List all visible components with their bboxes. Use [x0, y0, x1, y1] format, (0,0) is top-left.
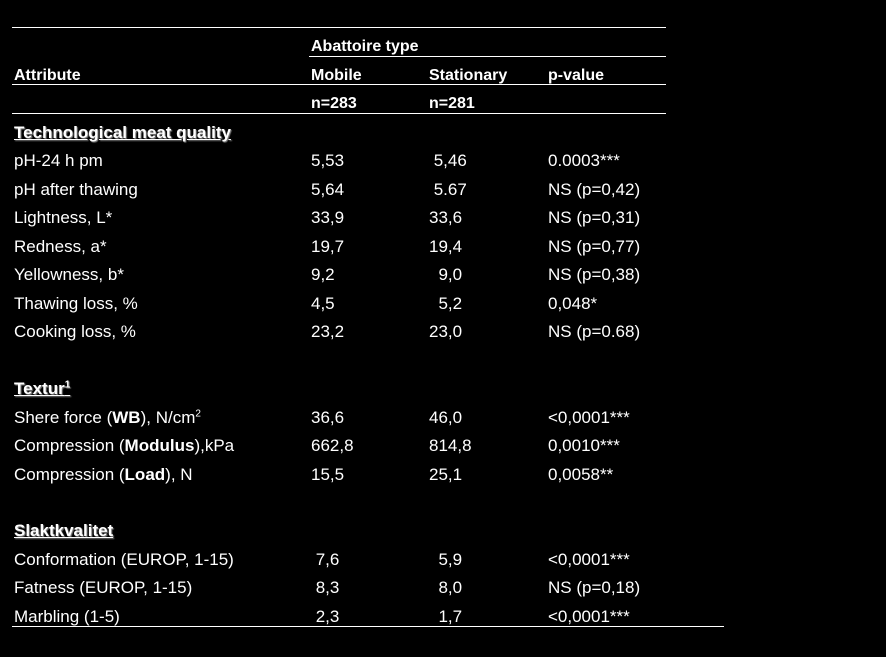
row-pvalue: NS (p=0,77): [548, 237, 641, 256]
n-mobile: n=283: [311, 95, 357, 112]
row-mobile: 5,64: [311, 180, 345, 199]
row-pvalue: NS (p=0.68): [548, 322, 641, 341]
row-pvalue: <0,0001***: [548, 550, 630, 569]
row-stationary: 5.67: [429, 180, 467, 199]
row-attribute: Yellowness, b*: [14, 265, 124, 284]
row-stationary: 9,0: [429, 265, 463, 284]
n-stationary: n=281: [429, 95, 475, 112]
row-attribute: Lightness, L*: [14, 208, 113, 227]
row-attribute: Conformation (EUROP, 1-15): [14, 550, 234, 569]
row-attribute: Cooking loss, %: [14, 322, 136, 341]
row-attribute: Fatness (EUROP, 1-15): [14, 578, 193, 597]
row-mobile: 662,8: [311, 436, 354, 455]
header-rule: [12, 84, 666, 85]
row-attribute: Marbling (1-5): [14, 607, 120, 626]
section-title: Technological meat quality: [14, 123, 231, 142]
row-pvalue: 0,0058**: [548, 465, 614, 484]
row-mobile: 8,3: [311, 578, 340, 597]
attr-text: ), N: [165, 465, 193, 484]
row-attribute: Shere force (WB), N/cm2: [14, 408, 201, 428]
row-stationary: 46,0: [429, 408, 463, 427]
mobile-header: Mobile: [311, 67, 362, 84]
row-pvalue: 0.0003***: [548, 151, 620, 170]
attr-text: ),kPa: [194, 436, 235, 455]
row-mobile: 4,5: [311, 294, 335, 313]
row-attribute: Redness, a*: [14, 237, 107, 256]
row-pvalue: <0,0001***: [548, 607, 630, 626]
section-title-text: Textur: [14, 379, 65, 398]
row-mobile: 33,9: [311, 208, 345, 227]
row-attribute: Thawing loss, %: [14, 294, 138, 313]
row-stationary: 33,6: [429, 208, 463, 227]
row-stationary: 1,7: [429, 607, 463, 626]
footnote-marker: 1: [64, 379, 71, 391]
bottom-rule: [12, 626, 724, 627]
attr-text: ), N/cm: [140, 408, 196, 427]
attr-text: Compression (: [14, 465, 125, 484]
attr-bold: WB: [112, 408, 141, 427]
row-stationary: 5,9: [429, 550, 463, 569]
attribute-header: Attribute: [14, 67, 81, 84]
abattoir-type-header: Abattoire type: [311, 38, 419, 55]
row-pvalue: NS (p=0,18): [548, 578, 641, 597]
row-attribute: Compression (Modulus),kPa: [14, 436, 234, 456]
row-pvalue: 0,048*: [548, 294, 598, 313]
row-mobile: 2,3: [311, 607, 340, 626]
row-mobile: 19,7: [311, 237, 345, 256]
attr-text: Compression (: [14, 436, 125, 455]
attr-bold: Modulus: [124, 436, 195, 455]
row-pvalue: NS (p=0,42): [548, 180, 641, 199]
row-attribute: Compression (Load), N: [14, 465, 193, 485]
row-mobile: 7,6: [311, 550, 340, 569]
row-mobile: 9,2: [311, 265, 335, 284]
pvalue-header: p-value: [548, 67, 605, 84]
row-stationary: 19,4: [429, 237, 463, 256]
row-pvalue: NS (p=0,31): [548, 208, 641, 227]
row-attribute: pH after thawing: [14, 180, 138, 199]
row-stationary: 23,0: [429, 322, 463, 341]
row-stationary: 25,1: [429, 465, 463, 484]
top-rule: [12, 27, 666, 28]
attr-text: Shere force (: [14, 408, 113, 427]
row-pvalue: NS (p=0,38): [548, 265, 641, 284]
n-rule: [12, 113, 666, 114]
section-title: Textur1: [14, 379, 70, 399]
row-mobile: 23,2: [311, 322, 345, 341]
stationary-header: Stationary: [429, 67, 508, 84]
row-mobile: 36,6: [311, 408, 345, 427]
row-mobile: 15,5: [311, 465, 345, 484]
row-pvalue: <0,0001***: [548, 408, 630, 427]
attr-bold: Load: [124, 465, 166, 484]
row-stationary: 8,0: [429, 578, 463, 597]
group-rule: [309, 56, 666, 57]
row-stationary: 5,46: [429, 151, 467, 170]
row-attribute: pH-24 h pm: [14, 151, 103, 170]
row-stationary: 814,8: [429, 436, 472, 455]
section-title: Slaktkvalitet: [14, 521, 114, 540]
row-mobile: 5,53: [311, 151, 345, 170]
row-pvalue: 0,0010***: [548, 436, 620, 455]
row-stationary: 5,2: [429, 294, 463, 313]
unit-superscript: 2: [195, 408, 201, 420]
